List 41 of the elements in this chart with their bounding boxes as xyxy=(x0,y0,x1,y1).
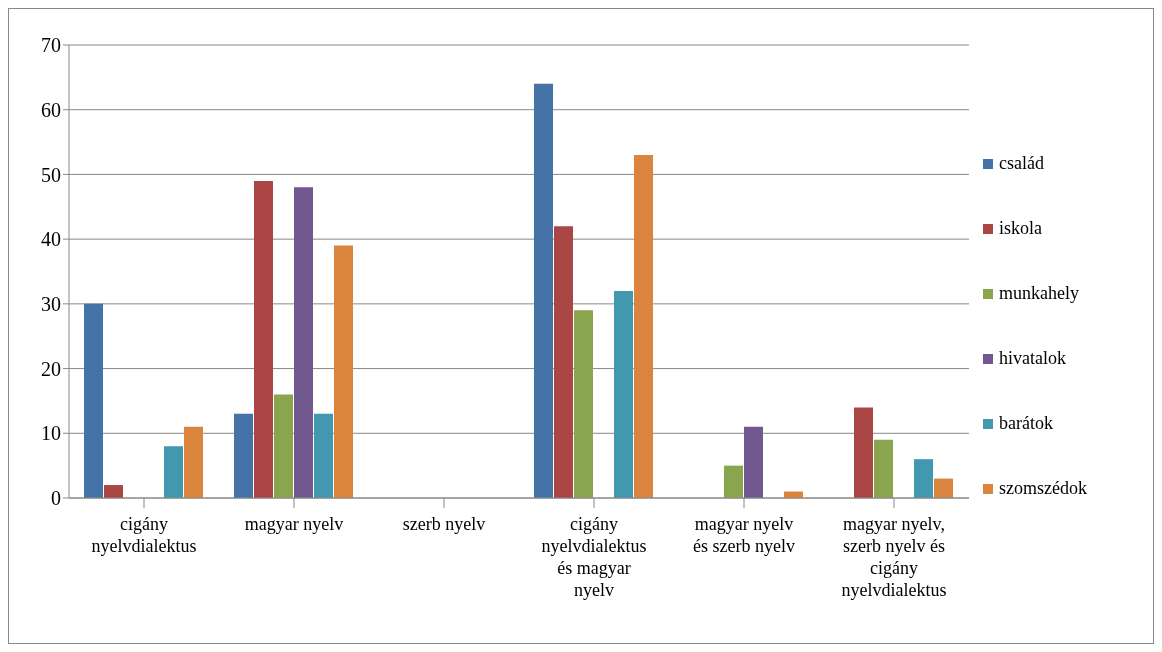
legend-label: szomszédok xyxy=(999,478,1087,499)
bar xyxy=(274,394,293,498)
bar xyxy=(84,303,103,498)
bar xyxy=(294,187,313,498)
bar xyxy=(184,426,203,498)
bar xyxy=(744,426,763,498)
bar xyxy=(554,226,573,498)
legend-label: munkahely xyxy=(999,283,1079,304)
bar xyxy=(104,485,123,498)
bar xyxy=(724,465,743,498)
x-tick-label: szerb nyelv xyxy=(402,514,486,534)
bar xyxy=(254,180,273,498)
bar xyxy=(574,310,593,498)
y-tick-label: 40 xyxy=(41,228,61,251)
bar xyxy=(534,83,553,498)
y-tick-label: 50 xyxy=(41,163,61,186)
y-tick-label: 20 xyxy=(41,357,61,380)
y-tick-label: 70 xyxy=(41,34,61,57)
bar xyxy=(234,413,253,498)
legend-label: barátok xyxy=(999,413,1053,434)
legend-label: iskola xyxy=(999,218,1042,239)
x-tick-label: cigány nyelvdialektus xyxy=(91,514,197,556)
x-tick-label: cigány nyelvdialektus és magyar nyelv xyxy=(541,514,647,600)
bar xyxy=(314,413,333,498)
legend-label: család xyxy=(999,153,1044,174)
y-tick-label: 60 xyxy=(41,98,61,121)
bar xyxy=(874,439,893,498)
x-tick-label: magyar nyelv xyxy=(244,514,344,534)
bar xyxy=(914,459,933,498)
bar xyxy=(334,245,353,498)
legend-label: hivatalok xyxy=(999,348,1066,369)
y-tick-label: 30 xyxy=(41,292,61,315)
bar xyxy=(614,290,633,498)
y-tick-label: 10 xyxy=(41,422,61,445)
x-tick-label: magyar nyelv és szerb nyelv xyxy=(693,514,795,556)
bar xyxy=(854,407,873,498)
x-tick-label: magyar nyelv, szerb nyelv és cigány nyelvdialektus xyxy=(841,514,947,600)
bar xyxy=(634,155,653,498)
bar xyxy=(164,446,183,498)
bar xyxy=(934,478,953,498)
y-tick-label: 0 xyxy=(51,487,61,510)
